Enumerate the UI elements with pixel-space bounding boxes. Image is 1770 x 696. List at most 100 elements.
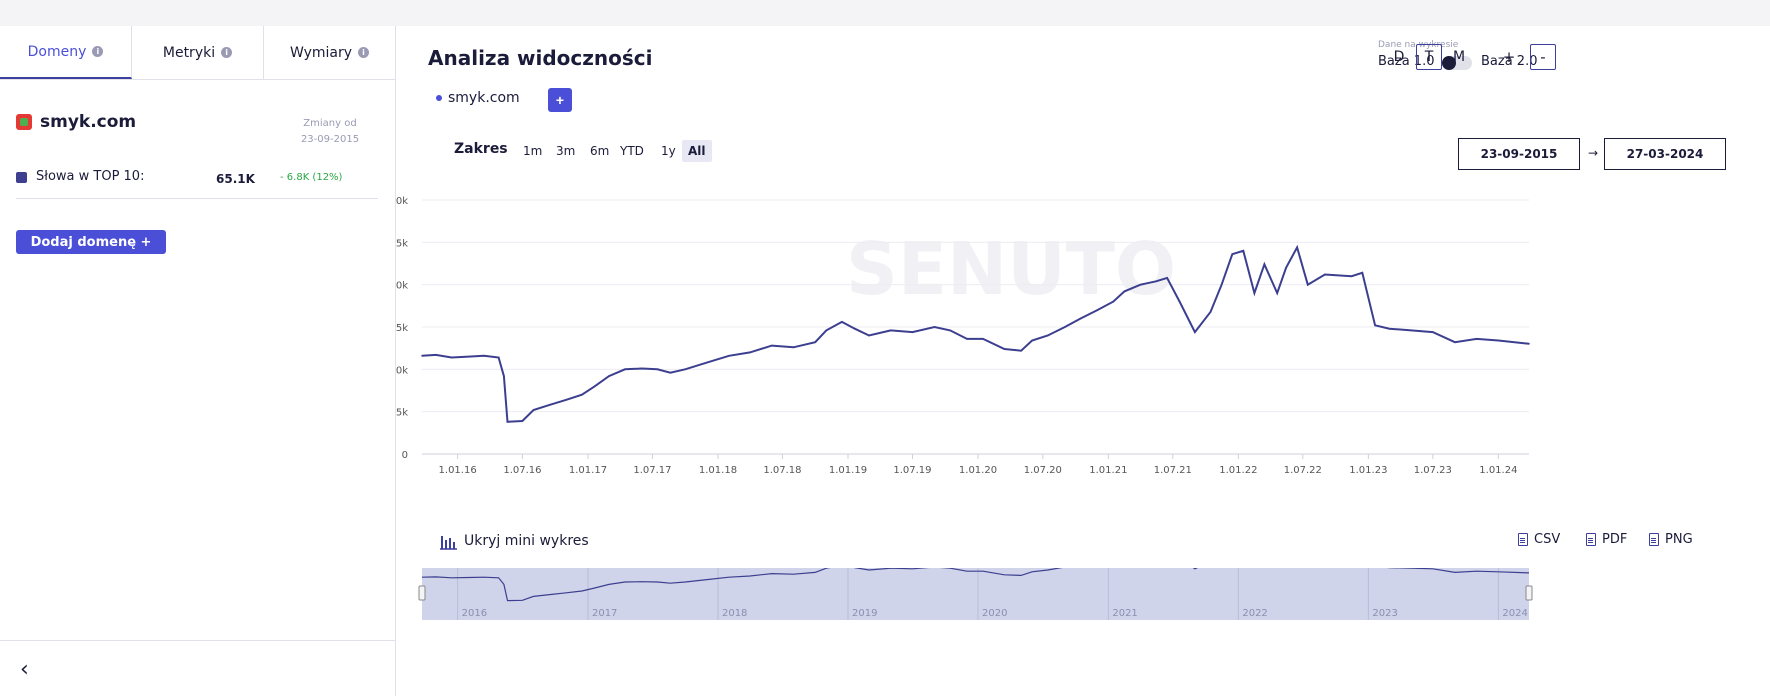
navigator-year-label: 2021 — [1112, 608, 1137, 619]
data-point — [749, 351, 751, 354]
period-month-button[interactable]: M — [1452, 49, 1466, 65]
x-tick-label: 1.01.23 — [1349, 465, 1387, 476]
data-point — [548, 404, 551, 406]
base-toggle-switch[interactable] — [1442, 56, 1472, 70]
tab-label: Domeny — [27, 43, 87, 60]
y-tick-label: 125k — [396, 238, 408, 249]
data-point — [1454, 341, 1456, 343]
navigator-year-label: 2019 — [852, 608, 877, 619]
tab-label: Wymiary — [289, 44, 353, 61]
data-point — [1139, 283, 1142, 286]
x-tick-label: 1.07.16 — [503, 465, 541, 476]
zoom-in-button[interactable]: + — [1502, 48, 1516, 66]
y-tick-label: 0 — [402, 450, 408, 461]
data-point — [1253, 292, 1256, 294]
data-point — [982, 338, 984, 340]
left-panel: Domeny i Metryki i Wymiary i smyk.com Zm… — [0, 26, 396, 696]
y-tick-label: 50k — [396, 365, 408, 376]
export-label: CSV — [1534, 532, 1561, 547]
data-point — [814, 341, 816, 343]
data-point — [608, 375, 610, 377]
navigator-year-label: 2018 — [722, 608, 747, 619]
data-point — [1155, 280, 1157, 283]
tab-metryki[interactable]: Metryki i — [132, 26, 264, 79]
data-point — [641, 367, 643, 370]
legend-label: smyk.com — [448, 90, 520, 106]
add-domain-button[interactable]: Dodaj domenę + — [16, 230, 166, 254]
export-csv-button[interactable]: CSV — [1518, 532, 1560, 547]
data-point — [1307, 283, 1309, 286]
toggle-label-right: Baza 2.0 — [1481, 54, 1538, 69]
y-tick-label: 150k — [396, 196, 408, 207]
left-footer: ‹ — [0, 640, 395, 696]
export-png-button[interactable]: PNG — [1649, 532, 1693, 547]
data-point — [933, 326, 936, 328]
period-day-button[interactable]: D — [1393, 49, 1405, 65]
mini-chart-label: Ukryj mini wykres — [464, 533, 589, 549]
navigator-year-label: 2024 — [1502, 608, 1527, 619]
info-icon[interactable]: i — [92, 46, 104, 57]
navigator-year-label: 2020 — [982, 608, 1007, 619]
x-tick-label: 1.07.18 — [763, 465, 801, 476]
range-all-button[interactable]: All — [682, 140, 712, 162]
data-point — [1324, 273, 1326, 276]
domain-name: smyk.com — [40, 112, 137, 132]
changes-since: Zmiany od 23-09-2015 — [282, 116, 378, 148]
data-point — [1112, 300, 1115, 303]
period-week-button[interactable]: T — [1416, 44, 1442, 70]
metric-label: Słowa w TOP 10: — [36, 169, 145, 184]
add-series-button[interactable]: + — [548, 88, 572, 112]
panel-tabs: Domeny i Metryki i Wymiary i — [0, 26, 395, 80]
data-point — [949, 329, 951, 332]
range-3m-button[interactable]: 3m — [556, 144, 576, 158]
info-icon[interactable]: i — [221, 47, 233, 58]
navigator-series-line — [421, 568, 1530, 602]
data-point — [1242, 250, 1245, 252]
data-point — [593, 385, 596, 388]
data-point — [825, 329, 828, 332]
data-point — [532, 409, 535, 411]
png-file-icon — [1649, 533, 1659, 546]
date-to-input[interactable]: 27-03-2024 — [1604, 138, 1726, 170]
changes-label: Zmiany od — [303, 118, 357, 129]
data-point — [1350, 275, 1353, 277]
navigator-chart[interactable]: 2016 2017 2018 2019 2020 2021 2022 2023 2024 — [396, 568, 1770, 638]
range-ytd-button[interactable]: YTD — [620, 144, 644, 158]
zoom-out-button[interactable]: - — [1530, 44, 1556, 70]
data-point — [1123, 290, 1126, 293]
range-1y-button[interactable]: 1y — [661, 144, 676, 158]
data-point — [728, 355, 730, 357]
collapse-chevron-left-icon[interactable]: ‹ — [20, 657, 29, 682]
data-point — [497, 356, 500, 359]
navigator-year-label: 2016 — [462, 608, 487, 619]
metric-row: Słowa w TOP 10: 65.1K - 6.8K (12%) — [16, 169, 378, 199]
metric-value: 65.1K — [216, 172, 255, 186]
data-point — [521, 420, 524, 422]
export-pdf-button[interactable]: PDF — [1586, 532, 1627, 547]
data-point — [581, 393, 583, 396]
toggle-caption: Dane na wykresie — [1378, 40, 1459, 50]
navigator-year-label: 2017 — [592, 608, 617, 619]
tab-domeny[interactable]: Domeny i — [0, 26, 132, 79]
data-point — [669, 371, 672, 374]
range-1m-button[interactable]: 1m — [523, 144, 543, 158]
date-from-input[interactable]: 23-09-2015 — [1458, 138, 1580, 170]
data-point — [792, 346, 795, 349]
navigator-handle-right[interactable] — [1525, 585, 1533, 601]
data-point — [1374, 324, 1376, 327]
legend-dot — [436, 95, 442, 101]
navigator-handle-left[interactable] — [418, 585, 426, 601]
navigator-year-label: 2023 — [1372, 608, 1397, 619]
visibility-chart[interactable]: SENUTO 0 25k 50k 75k 100k 125k 150k 1.01.16 1.07… — [396, 184, 1770, 524]
navigator-window — [422, 568, 1529, 620]
data-point — [1276, 292, 1278, 294]
y-tick-label: 75k — [396, 323, 408, 334]
data-point — [1178, 300, 1181, 303]
tab-wymiary[interactable]: Wymiary i — [264, 26, 395, 79]
data-point — [1432, 331, 1434, 333]
mini-chart-toggle[interactable]: Ukryj mini wykres — [440, 532, 589, 550]
series-legend[interactable]: smyk.com — [436, 90, 520, 106]
data-point — [1285, 266, 1287, 269]
range-6m-button[interactable]: 6m — [590, 144, 610, 158]
info-icon[interactable]: i — [358, 47, 370, 58]
